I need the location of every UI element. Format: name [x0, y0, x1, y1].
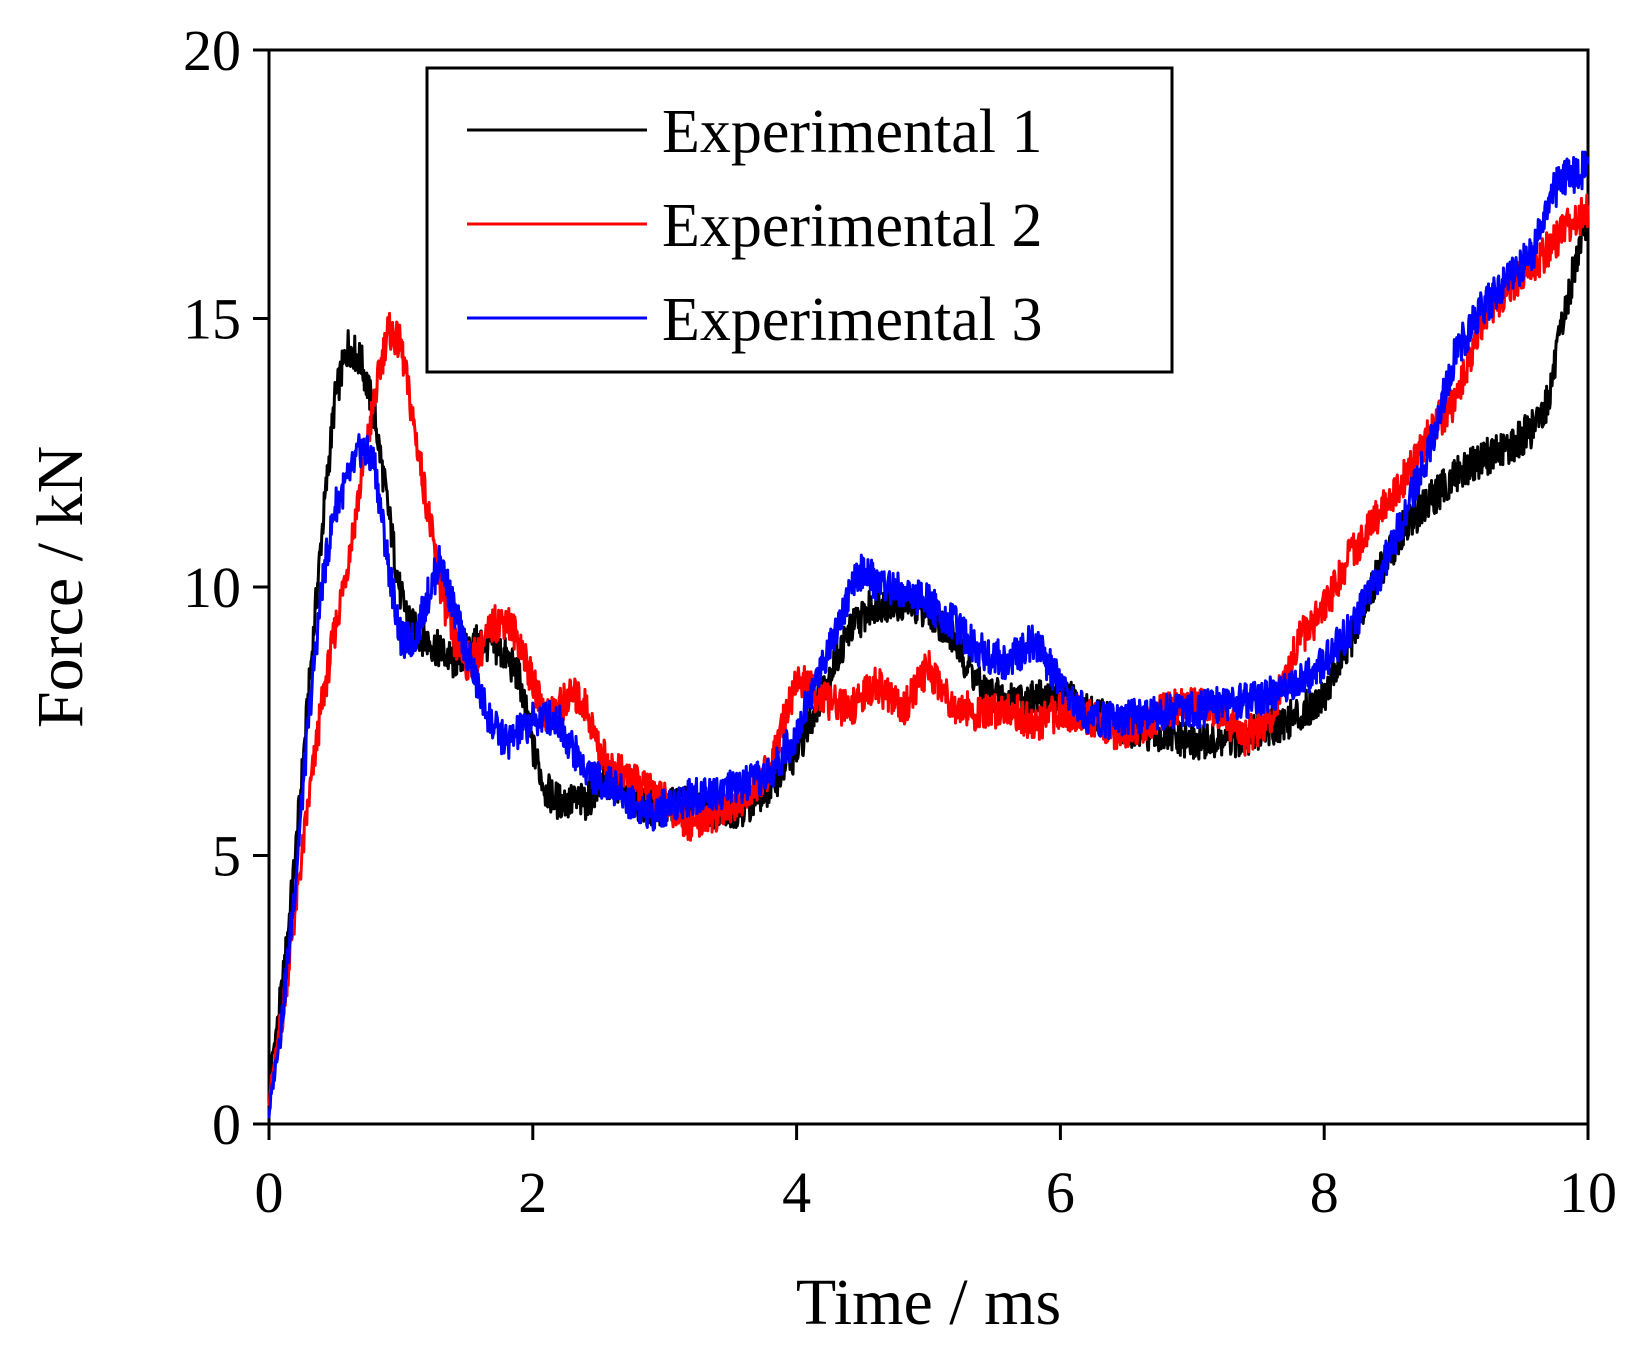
y-tick-label: 0: [212, 1092, 241, 1157]
legend-label-experimental-3: Experimental 3: [662, 286, 1042, 354]
x-tick-label: 2: [518, 1160, 547, 1225]
legend: Experimental 1 Experimental 2 Experimental…: [425, 66, 1174, 374]
y-tick-label: 15: [183, 287, 241, 352]
y-tick-label: 5: [212, 824, 241, 889]
legend-label-experimental-1: Experimental 1: [662, 98, 1042, 166]
y-tick-label: 10: [183, 555, 241, 620]
legend-label-experimental-2: Experimental 2: [662, 192, 1042, 260]
legend-box: [425, 66, 1174, 374]
x-tick-label: 0: [255, 1160, 284, 1225]
x-tick-label: 6: [1046, 1160, 1075, 1225]
y-tick-label: 20: [183, 18, 241, 83]
x-tick-label: 10: [1559, 1160, 1617, 1225]
series-line-experimental-3: [267, 150, 1590, 1119]
ticks-layer: 0 2 4 6 8 10 0 5 10 15 20: [183, 18, 1617, 1225]
x-tick-label: 8: [1310, 1160, 1339, 1225]
x-axis-label: Time / ms: [796, 1266, 1061, 1339]
x-tick-label: 4: [782, 1160, 811, 1225]
series-line-experimental-2: [267, 193, 1590, 1107]
series-layer: [267, 150, 1590, 1119]
y-axis-label: Force / kN: [24, 446, 97, 728]
